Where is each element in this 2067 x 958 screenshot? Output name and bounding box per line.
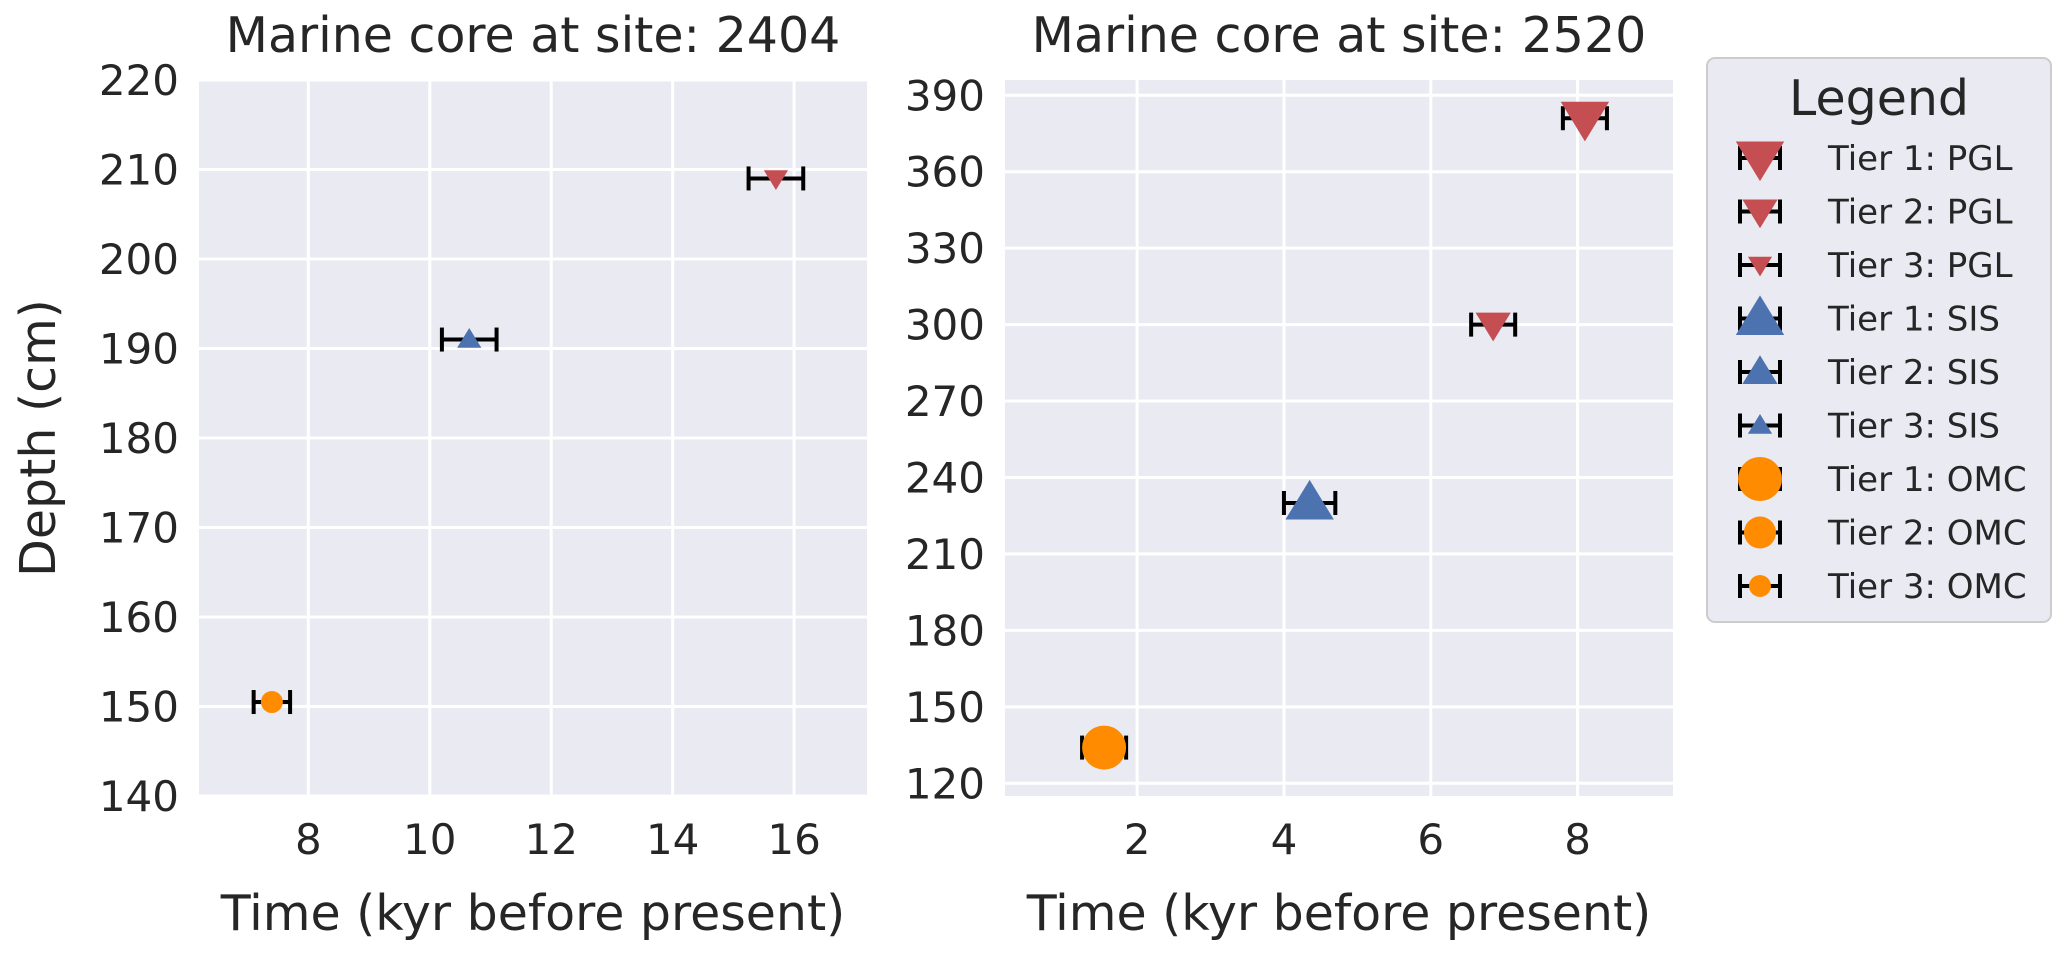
legend-box: [1706, 57, 2052, 623]
legend-marker-tier-2-omc: [1744, 516, 1776, 549]
legend-item-tier-2-pgl: Tier 2: PGL: [1738, 193, 2013, 233]
legend-marker-tier-1-omc: [1738, 457, 1782, 501]
data-point-tier-1-omc: [1080, 725, 1129, 770]
chart-title-site-2520: Marine core at site: 2520: [1032, 7, 1647, 64]
x-axis-label-site-2404: Time (kyr before present): [220, 885, 846, 942]
legend-marker-tier-3-pgl: [1747, 256, 1773, 277]
legend-item-tier-1-sis: Tier 1: SIS: [1735, 295, 2000, 340]
y-tick-label: 200: [99, 235, 179, 284]
grid-site-2520: [1005, 80, 1673, 796]
data-point-tier-1-pgl: [1560, 101, 1610, 142]
x-tick-label: 8: [295, 815, 322, 864]
legend-item-tier-1-omc: Tier 1: OMC: [1738, 457, 2027, 501]
legend-item-tier-3-omc: Tier 3: OMC: [1738, 567, 2027, 607]
legend-label: Tier 2: OMC: [1827, 514, 2027, 554]
subplot-site-2520: 2 4 6 8 120 150 180 210 240 270 300 330 360 390 Mari…: [905, 7, 1673, 942]
y-tick-labels-site-2520: 120 150 180 210 240 270 300 330 360 390: [905, 71, 985, 808]
y-tick-label: 240: [905, 453, 985, 502]
legend-label: Tier 3: OMC: [1827, 567, 2027, 607]
data-point-tier-1-sis: [1281, 479, 1338, 520]
marker-tier-1-sis: [1285, 479, 1334, 520]
y-tick-label: 190: [99, 325, 179, 374]
legend-label: Tier 1: SIS: [1827, 300, 2000, 340]
y-tick-label: 360: [905, 148, 985, 197]
x-tick-labels-site-2404: 8 10 12 14 16: [295, 815, 821, 864]
legend-label: Tier 3: PGL: [1827, 246, 2013, 286]
y-tick-label: 180: [905, 606, 985, 655]
x-axis-label-site-2520: Time (kyr before present): [1026, 885, 1652, 942]
x-tick-label: 8: [1564, 815, 1591, 864]
y-tick-label: 150: [905, 683, 985, 732]
x-tick-label: 12: [524, 815, 577, 864]
marker-tier-1-omc: [1082, 725, 1127, 770]
y-tick-label: 220: [99, 56, 179, 105]
legend-label: Tier 2: SIS: [1827, 353, 2000, 393]
x-tick-labels-site-2520: 2 4 6 8: [1124, 815, 1591, 864]
x-tick-label: 10: [403, 815, 456, 864]
data-point-tier-3-pgl: [746, 166, 806, 191]
marker-tier-3-pgl: [763, 170, 789, 190]
marks-site-2520: [1080, 101, 1610, 770]
marker-tier-3-omc: [260, 691, 283, 714]
legend-item-tier-2-sis: Tier 2: SIS: [1738, 353, 2000, 393]
y-tick-labels-site-2404: 140 150 160 170 180 190 200 210 220: [99, 56, 179, 821]
y-tick-label: 330: [905, 224, 985, 273]
y-tick-label: 300: [905, 301, 985, 350]
x-tick-label: 4: [1271, 815, 1298, 864]
legend-marker-tier-3-sis: [1747, 413, 1773, 434]
legend-entries: Tier 1: PGL Tier 2: PGL Tier 3: PGL Tier 1:…: [1735, 139, 2027, 607]
x-tick-label: 14: [646, 815, 699, 864]
marker-tier-2-pgl: [1475, 312, 1511, 342]
y-tick-label: 390: [905, 71, 985, 120]
chart-title-site-2404: Marine core at site: 2404: [226, 7, 841, 64]
legend-marker-tier-2-pgl: [1742, 199, 1778, 229]
legend-item-tier-3-pgl: Tier 3: PGL: [1738, 246, 2013, 286]
y-tick-label: 210: [905, 530, 985, 579]
marker-tier-1-pgl: [1560, 101, 1610, 142]
legend-label: Tier 1: OMC: [1827, 460, 2027, 500]
y-tick-label: 180: [99, 414, 179, 463]
y-tick-label: 170: [99, 504, 179, 553]
legend-marker-tier-3-omc: [1749, 575, 1771, 597]
x-tick-label: 16: [767, 815, 820, 864]
y-tick-label: 210: [99, 146, 179, 195]
y-tick-label: 270: [905, 377, 985, 426]
legend-item-tier-1-pgl: Tier 1: PGL: [1735, 139, 2013, 182]
x-tick-label: 2: [1124, 815, 1151, 864]
legend-label: Tier 2: PGL: [1827, 193, 2013, 233]
y-tick-label: 120: [905, 759, 985, 808]
marker-tier-3-sis: [457, 328, 482, 348]
legend-title: Legend: [1789, 70, 1969, 127]
marks-site-2404: [251, 166, 806, 715]
legend-marker-tier-1-pgl: [1735, 141, 1785, 182]
y-axis-label: Depth (cm): [10, 299, 67, 577]
data-point-tier-2-pgl: [1469, 312, 1518, 342]
data-point-tier-3-sis: [439, 327, 499, 352]
data-point-tier-3-omc: [251, 690, 293, 715]
legend-label: Tier 1: PGL: [1827, 139, 2013, 179]
subplot-site-2404: 8 10 12 14 16 140 150 160 170 180 190 200 210 220 Ma…: [10, 7, 867, 942]
legend-item-tier-3-sis: Tier 3: SIS: [1738, 407, 2000, 447]
legend-label: Tier 3: SIS: [1827, 407, 2000, 447]
plot-area-site-2520: [1005, 80, 1673, 796]
legend-marker-tier-2-sis: [1742, 355, 1778, 384]
legend-marker-tier-1-sis: [1735, 295, 1785, 335]
legend: Legend Tier 1: PGL Tier 2: PGL Tier 3: PGL…: [1706, 57, 2052, 623]
y-tick-label: 150: [99, 683, 179, 732]
grid-site-2404: [199, 78, 867, 798]
y-tick-label: 160: [99, 593, 179, 642]
x-tick-label: 6: [1417, 815, 1444, 864]
y-tick-label: 140: [99, 772, 179, 821]
legend-item-tier-2-omc: Tier 2: OMC: [1738, 514, 2027, 554]
